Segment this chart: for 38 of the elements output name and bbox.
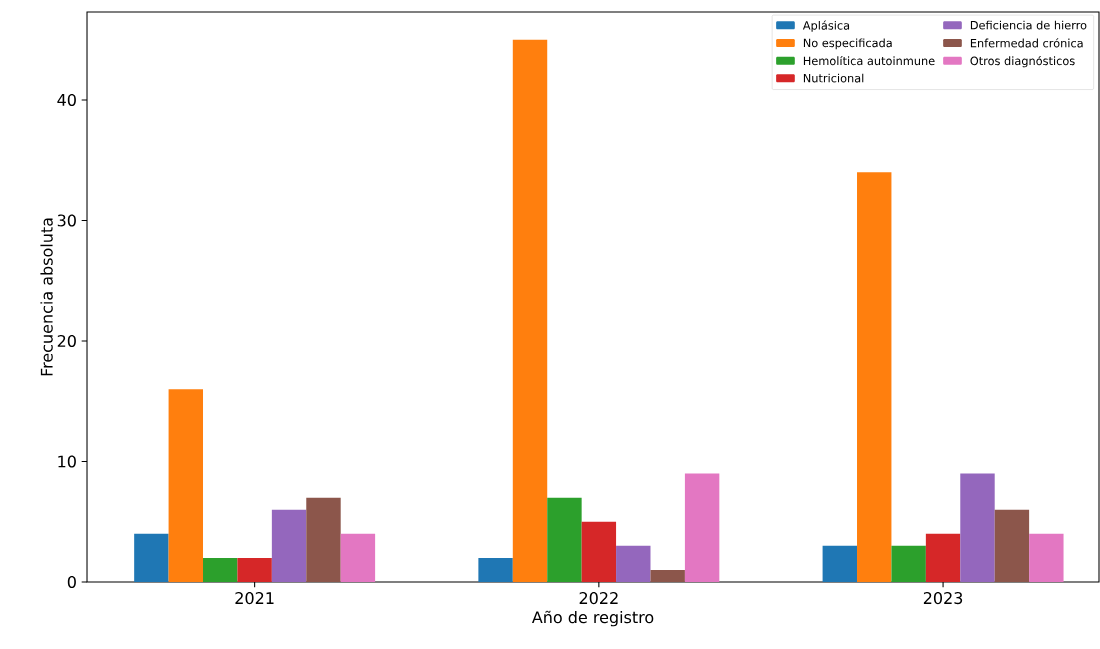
y-tick-label: 30 (57, 214, 76, 227)
bar (925, 533, 961, 582)
bar (271, 509, 307, 582)
bar (168, 389, 204, 582)
legend-label: Aplásica (802, 20, 850, 32)
bar (581, 521, 617, 582)
legend-label: No especificada (803, 38, 892, 50)
x-tick-label: 2021 (235, 592, 274, 605)
y-tick-label: 10 (58, 455, 76, 468)
bar (340, 533, 376, 582)
bar (1029, 533, 1064, 582)
bar (857, 172, 892, 582)
bar (134, 533, 169, 582)
legend-label: Nutricional (803, 73, 864, 83)
y-tick-label: 40 (57, 93, 76, 107)
legend-label: Otros diagnósticos (970, 55, 1075, 68)
y-axis-title: Frecuencia absoluta (40, 218, 53, 376)
bar (960, 473, 995, 582)
x-tick-label: 2022 (579, 592, 618, 605)
bar (512, 39, 548, 582)
bar (650, 569, 685, 582)
bar (994, 509, 1030, 582)
bar (822, 545, 858, 582)
legend-label: Deficiencia de hierro (970, 20, 1087, 30)
bar (203, 557, 238, 582)
bar (684, 473, 720, 582)
bar (237, 557, 272, 582)
legend-label: Hemolítica autoinmune (803, 55, 935, 66)
x-tick-label: 2023 (923, 592, 963, 605)
legend-label: Enfermedad crónica (970, 38, 1083, 48)
bar (306, 497, 341, 582)
bar (616, 545, 651, 582)
y-tick-label: 20 (57, 334, 76, 348)
y-tick-label: 0 (67, 575, 76, 589)
bar (478, 557, 513, 582)
bar (891, 545, 926, 582)
x-axis-title: Año de registro (531, 610, 654, 627)
bar (547, 497, 582, 582)
